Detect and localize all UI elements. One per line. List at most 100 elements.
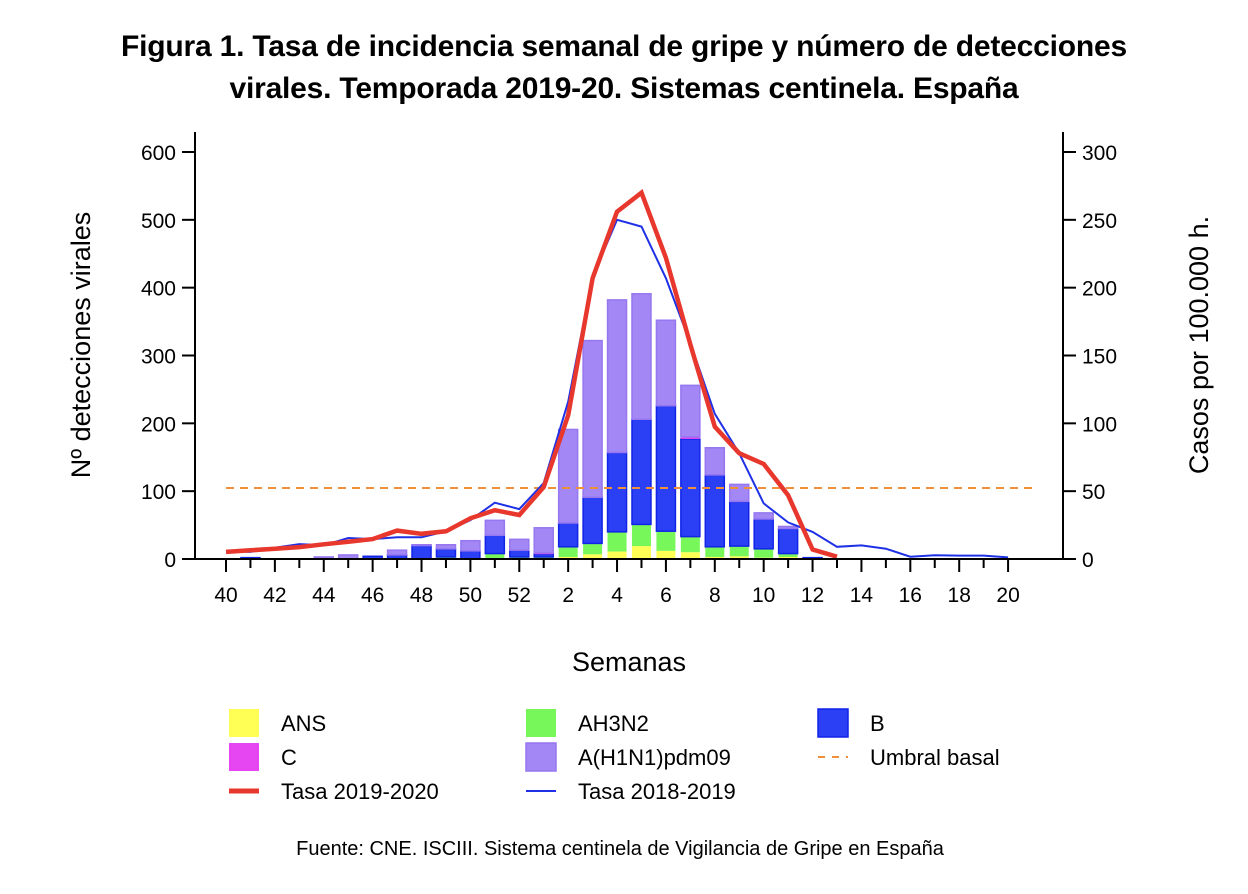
chart-title-line-1: Figura 1. Tasa de incidencia semanal de … xyxy=(121,30,1127,63)
bar-h1n1-week-7 xyxy=(680,384,701,438)
bar-ah3n2-week-3 xyxy=(583,543,603,555)
x-tick-label: 8 xyxy=(709,584,721,607)
lines-layer xyxy=(225,189,1009,559)
y-left-tick-label: 600 xyxy=(141,142,176,165)
y-left-tick-label: 500 xyxy=(141,210,176,233)
x-tick-label: 16 xyxy=(899,584,922,607)
x-tick-label: 4 xyxy=(611,584,623,607)
bar-b-week-49 xyxy=(435,548,457,558)
source-note: Fuente: CNE. ISCIII. Sistema centinela d… xyxy=(296,838,945,860)
y-axis-right-title: Casos por 100.000 h. xyxy=(1184,216,1214,474)
bar-b-week-2 xyxy=(557,522,579,548)
chart-title-line-2: virales. Temporada 2019-20. Sistemas cen… xyxy=(229,72,1019,105)
bar-ah3n2-week-4 xyxy=(607,531,627,552)
bar-h1n1-week-8 xyxy=(704,447,726,476)
bar-h1n1-week-47 xyxy=(386,549,408,556)
bar-c-week-7 xyxy=(680,436,700,439)
bar-h1n1-week-51 xyxy=(484,519,506,537)
bar-h1n1-week-9 xyxy=(728,483,750,503)
x-tick-label: 50 xyxy=(459,584,482,607)
legend-label-umbral-basal: Umbral basal xyxy=(870,745,1000,770)
bar-ans-week-6 xyxy=(656,550,676,559)
bar-b-week-5 xyxy=(631,418,652,526)
bar-ah3n2-week-1 xyxy=(534,556,554,559)
y-axis-left-title: Nº detecciones virales xyxy=(66,212,96,478)
y-right-tick-label: 50 xyxy=(1082,481,1105,504)
bar-ans-week-9 xyxy=(729,556,749,559)
x-tick-label: 2 xyxy=(562,584,574,607)
bar-ans-week-7 xyxy=(680,552,700,559)
bar-b-week-51 xyxy=(484,534,506,555)
legend-label-a-h1n1-pdm09: A(H1N1)pdm09 xyxy=(578,745,731,770)
bar-b-week-11 xyxy=(777,527,799,555)
x-tick-label: 6 xyxy=(660,584,672,607)
bar-b-week-3 xyxy=(582,496,603,545)
y-left-tick-label: 300 xyxy=(141,346,176,369)
legend-label-tasa-2018-2019: Tasa 2018-2019 xyxy=(578,779,736,804)
x-axis-title: Semanas xyxy=(572,647,686,677)
bar-b-week-48 xyxy=(411,544,432,560)
y-left-tick-label: 400 xyxy=(141,278,176,301)
bar-ah3n2-week-7 xyxy=(680,536,700,553)
legend-swatch-ah3n2 xyxy=(526,709,556,737)
legend: ANS C Tasa 2019-2020 AH3N2 A(H1N1)pdm09 Tasa … xyxy=(229,708,1000,804)
x-tick-label: 42 xyxy=(263,584,286,607)
bar-ans-week-8 xyxy=(705,556,725,559)
bar-ah3n2-week-8 xyxy=(705,546,725,557)
bar-ans-week-4 xyxy=(607,551,627,559)
bar-b-week-1 xyxy=(533,553,554,558)
bar-ah3n2-week-2 xyxy=(558,546,578,557)
bar-ans-week-2 xyxy=(558,556,578,559)
bar-ah3n2-week-51 xyxy=(485,553,505,559)
legend-label-b: B xyxy=(870,711,885,736)
bar-h1n1-week-1 xyxy=(533,527,554,554)
y-left-tick-label: 200 xyxy=(141,413,176,436)
y-right-tick-label: 300 xyxy=(1082,142,1117,165)
bar-b-week-10 xyxy=(753,518,774,550)
bar-h1n1-week-48 xyxy=(411,544,432,547)
bar-ah3n2-week-6 xyxy=(656,531,676,551)
bar-h1n1-week-4 xyxy=(606,299,628,454)
bar-b-week-6 xyxy=(655,404,677,532)
legend-label-ans: ANS xyxy=(281,711,326,736)
y-right-tick-label: 250 xyxy=(1082,210,1117,233)
x-tick-label: 46 xyxy=(361,584,384,607)
legend-label-ah3n2: AH3N2 xyxy=(578,711,649,736)
x-tick-label: 40 xyxy=(214,584,237,607)
x-tick-label: 44 xyxy=(312,584,336,607)
bar-h1n1-week-52 xyxy=(509,538,530,551)
line-rate_2019_2020 xyxy=(225,189,838,559)
bar-ah3n2-week-52 xyxy=(509,556,529,559)
bar-h1n1-week-3 xyxy=(582,339,603,499)
bar-ah3n2-week-5 xyxy=(631,524,651,547)
bar-b-week-8 xyxy=(704,474,726,548)
legend-label-tasa-2019-2020: Tasa 2019-2020 xyxy=(281,779,439,804)
y-right-tick-label: 200 xyxy=(1082,278,1117,301)
legend-swatch-b xyxy=(817,708,849,738)
line-rate_2018_2019 xyxy=(225,218,1009,559)
y-right-tick-label: 150 xyxy=(1082,346,1117,369)
bar-h1n1-week-5 xyxy=(631,293,652,421)
bar-ans-week-5 xyxy=(631,546,651,559)
bar-ah3n2-week-49 xyxy=(436,556,456,559)
y-left-tick-label: 100 xyxy=(141,481,176,504)
x-tick-label: 10 xyxy=(752,584,775,607)
bar-h1n1-week-10 xyxy=(753,512,774,520)
bar-b-week-4 xyxy=(606,451,628,533)
x-tick-label: 14 xyxy=(850,584,874,607)
legend-swatch-a-h1n1-pdm09 xyxy=(525,742,557,772)
legend-swatch-c xyxy=(229,743,259,771)
bar-b-week-50 xyxy=(460,550,481,560)
bar-ah3n2-week-11 xyxy=(778,553,798,557)
y-left-tick-label: 0 xyxy=(164,549,176,572)
x-tick-label: 20 xyxy=(996,584,1019,607)
bar-h1n1-week-49 xyxy=(435,544,457,550)
x-tick-label: 12 xyxy=(801,584,824,607)
bar-b-week-9 xyxy=(728,500,750,547)
bar-ans-week-11 xyxy=(778,556,798,559)
bars-layer xyxy=(240,293,823,560)
bar-b-week-52 xyxy=(509,549,530,558)
bar-ah3n2-week-9 xyxy=(729,546,749,557)
bar-h1n1-week-11 xyxy=(777,525,799,530)
